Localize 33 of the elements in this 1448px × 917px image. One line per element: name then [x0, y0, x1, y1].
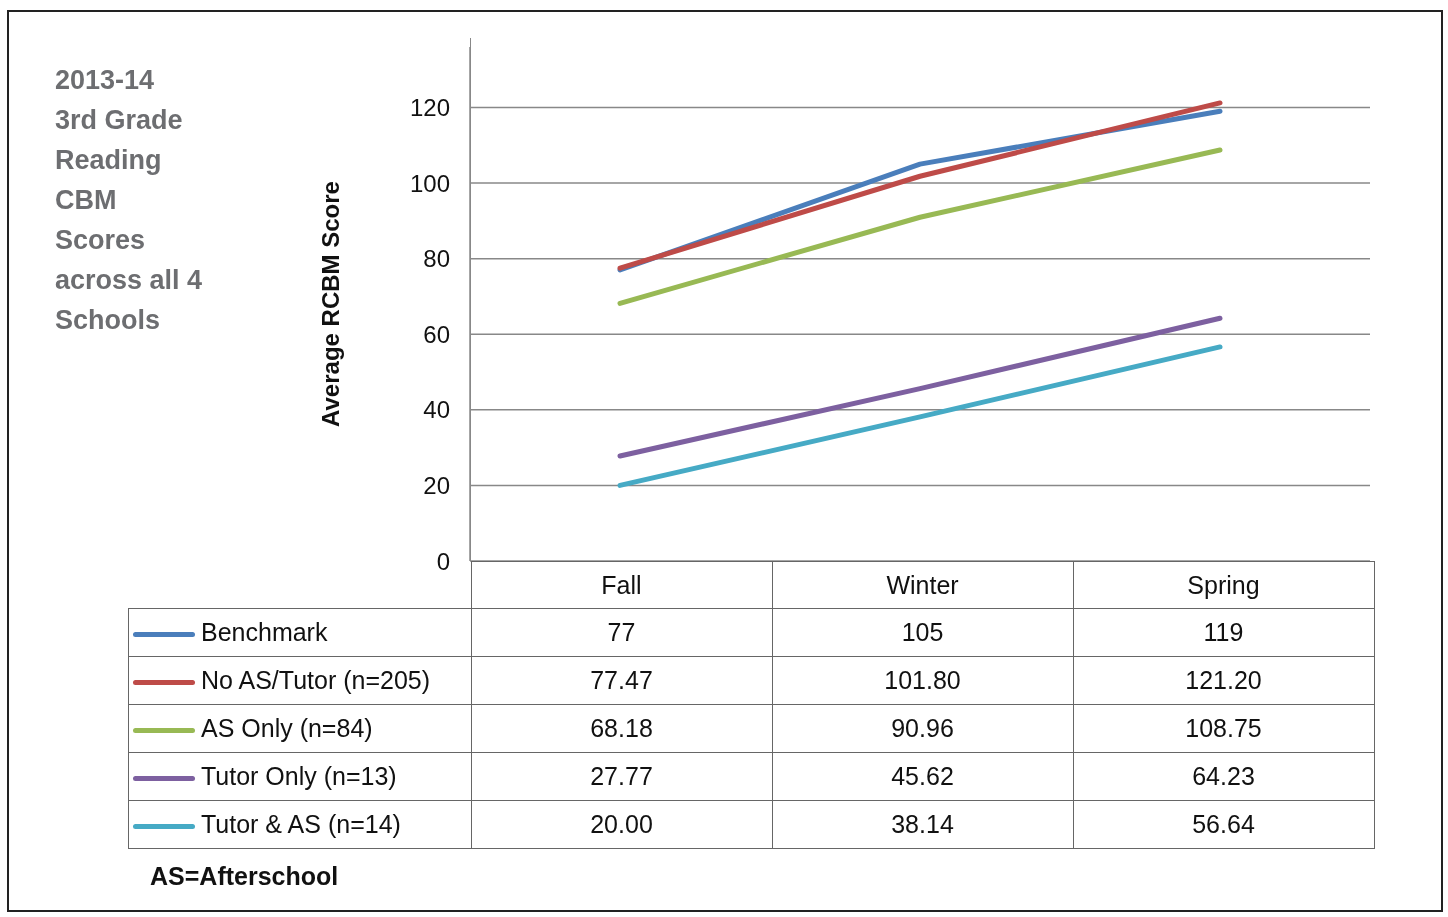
y-tick-label: 100	[409, 169, 450, 197]
x-tick-label: Fall	[471, 561, 772, 609]
data-label: 77	[471, 608, 772, 657]
y-tick-label: 60	[423, 320, 450, 348]
data-label: 105	[772, 608, 1073, 657]
x-tick-label: Winter	[772, 561, 1073, 609]
data-label: 68.18	[471, 704, 772, 753]
data-label: 108.75	[1073, 704, 1374, 753]
data-label: 77.47	[471, 656, 772, 705]
data-label: 45.62	[772, 752, 1073, 801]
x-tick-label: Spring	[1073, 561, 1374, 609]
data-label: 101.80	[772, 656, 1073, 705]
y-tick-label: 80	[423, 245, 450, 273]
data-label: 27.77	[471, 752, 772, 801]
y-tick-label: 120	[409, 93, 450, 121]
data-label: 64.23	[1073, 752, 1374, 801]
legend-label: Tutor Only (n=13)	[201, 762, 397, 790]
data-label: 121.20	[1073, 656, 1374, 705]
y-tick-label: 40	[423, 396, 450, 424]
y-tick-label: 0	[436, 547, 450, 575]
text: 2013-14 3rd Grade Reading CBM Scores across all 4 Schools	[55, 64, 203, 337]
data-label: 119	[1073, 608, 1374, 657]
legend-label: Benchmark	[201, 618, 328, 646]
legend-label: No AS/Tutor (n=205)	[201, 666, 431, 694]
data-label: 56.64	[1073, 800, 1374, 849]
y-axis-title: Average RCBM Score	[316, 181, 344, 427]
data-label: 38.14	[772, 800, 1073, 849]
legend-label: Tutor & AS (n=14)	[201, 810, 401, 838]
legend-label: AS Only (n=84)	[201, 714, 373, 742]
data-label: 90.96	[772, 704, 1073, 753]
data-label: 20.00	[471, 800, 772, 849]
text: AS=Afterschool	[150, 862, 339, 891]
y-tick-label: 20	[423, 471, 450, 499]
